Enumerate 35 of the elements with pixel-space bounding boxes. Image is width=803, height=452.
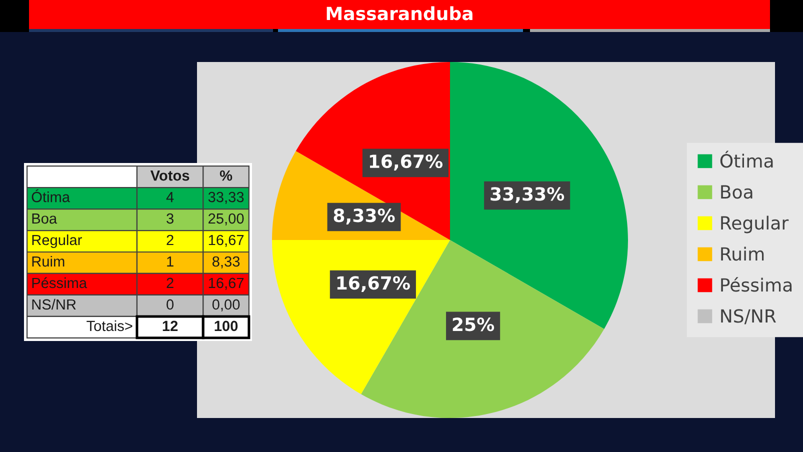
- category-label: Péssima: [32, 277, 88, 288]
- data-label: 3: [166, 213, 174, 224]
- data-label: 33,33%: [490, 187, 564, 204]
- data-label: 16,67%: [337, 276, 410, 292]
- data-label: 16,67: [208, 234, 244, 247]
- legend-label: Boa: [721, 185, 752, 199]
- data-label: 0,00: [212, 299, 240, 312]
- legend-label: %: [220, 170, 232, 181]
- legend-label: NS/NR: [721, 309, 776, 324]
- data-label: 16,67: [208, 278, 244, 290]
- legend-label: Péssima: [721, 277, 792, 292]
- data-label: 33,33: [208, 192, 244, 204]
- category-label: Regular: [32, 234, 82, 248]
- legend-label: Ótima: [720, 150, 773, 168]
- text: 100: [214, 320, 238, 332]
- series-label: Votos: [150, 170, 190, 181]
- legend-label: Regular: [721, 216, 789, 234]
- chart-title: Massaranduba: [326, 6, 472, 20]
- category-label: Ótima: [32, 189, 70, 202]
- data-label: 4: [166, 192, 174, 202]
- data-label: 2: [166, 234, 174, 246]
- data-label: 0: [166, 299, 174, 310]
- category-label: Ruim: [32, 256, 64, 267]
- data-label: 8,33%: [334, 208, 395, 225]
- legend-label: Ruim: [721, 246, 764, 261]
- data-label: 25%: [452, 318, 494, 332]
- text: 12: [162, 320, 178, 331]
- data-label: 25,00: [208, 213, 244, 226]
- data-label: 16,67%: [370, 154, 443, 170]
- data-label: 1: [167, 256, 174, 267]
- data-label: 2: [166, 278, 174, 288]
- data-label: 8,33: [212, 256, 240, 268]
- text: Totais>: [86, 320, 132, 332]
- category-label: Boa: [32, 214, 58, 224]
- category-label: NS/NR: [32, 298, 76, 310]
